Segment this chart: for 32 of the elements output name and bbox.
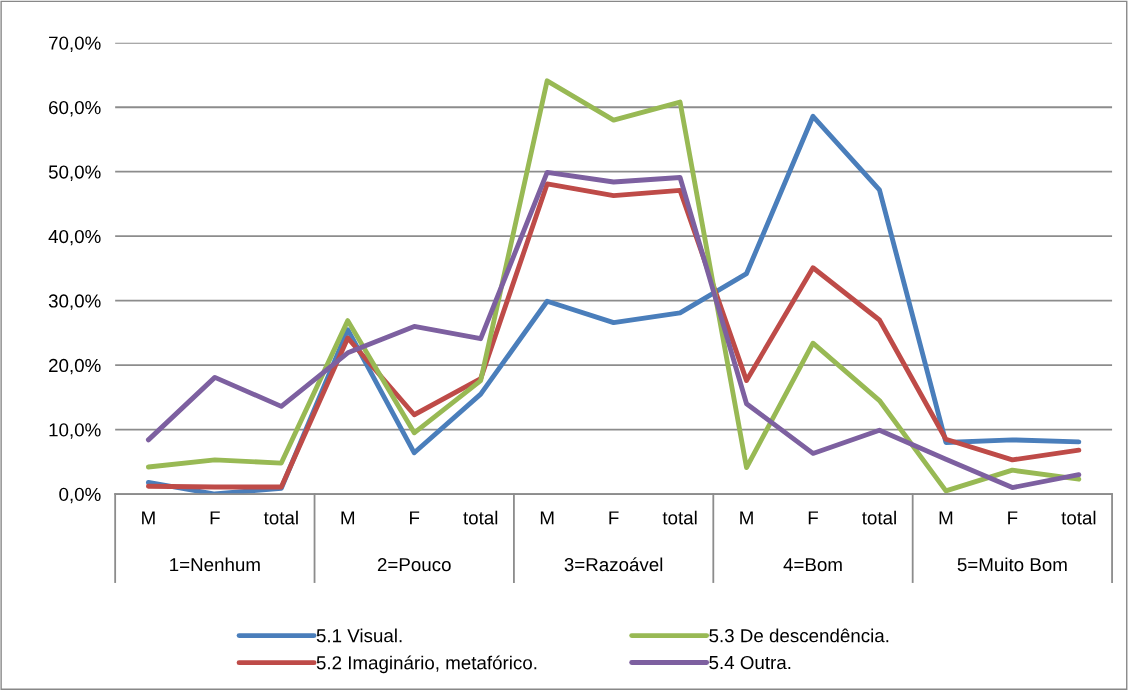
y-tick-label: 50,0% bbox=[48, 165, 101, 181]
text: 3=Razoável bbox=[564, 557, 663, 572]
x-tick-label: total bbox=[662, 510, 697, 525]
x-tick-label: F bbox=[609, 511, 619, 525]
x-tick-label: M bbox=[540, 511, 554, 525]
x-tick-label: F bbox=[210, 511, 220, 525]
y-tick-label: 40,0% bbox=[48, 229, 101, 246]
legend-label: 5.1 Visual. bbox=[316, 628, 402, 643]
x-tick-label: F bbox=[1008, 511, 1018, 525]
text: 1=Nenhum bbox=[170, 557, 260, 572]
legend-label: 5.3 De descendência. bbox=[709, 628, 889, 643]
x-tick-label: total bbox=[463, 510, 498, 525]
text: 4=Bom bbox=[783, 558, 842, 572]
x-tick-label: M bbox=[740, 511, 753, 525]
y-tick-label: 20,0% bbox=[49, 358, 101, 375]
y-tick-label: 10,0% bbox=[49, 423, 101, 439]
y-tick-label: 30,0% bbox=[48, 294, 101, 310]
y-tick-label: 70,0% bbox=[49, 36, 101, 52]
x-tick-label: F bbox=[410, 511, 420, 525]
x-tick-label: M bbox=[142, 511, 155, 525]
legend-label: 5.2 Imaginário, metafórico. bbox=[316, 655, 537, 674]
x-tick-label: M bbox=[341, 511, 355, 525]
x-tick-label: M bbox=[939, 511, 953, 525]
legend-label: 5.4 Outra. bbox=[709, 655, 791, 670]
x-tick-label: total bbox=[1061, 510, 1096, 525]
y-tick-label: 0,0% bbox=[59, 487, 101, 504]
text: 2=Pouco bbox=[377, 558, 451, 572]
y-tick-label: 60,0% bbox=[49, 100, 101, 117]
x-tick-label: F bbox=[808, 511, 818, 525]
x-tick-label: total bbox=[862, 510, 896, 525]
text: 5=Muito Bom bbox=[957, 557, 1067, 572]
x-tick-label: total bbox=[263, 510, 298, 525]
